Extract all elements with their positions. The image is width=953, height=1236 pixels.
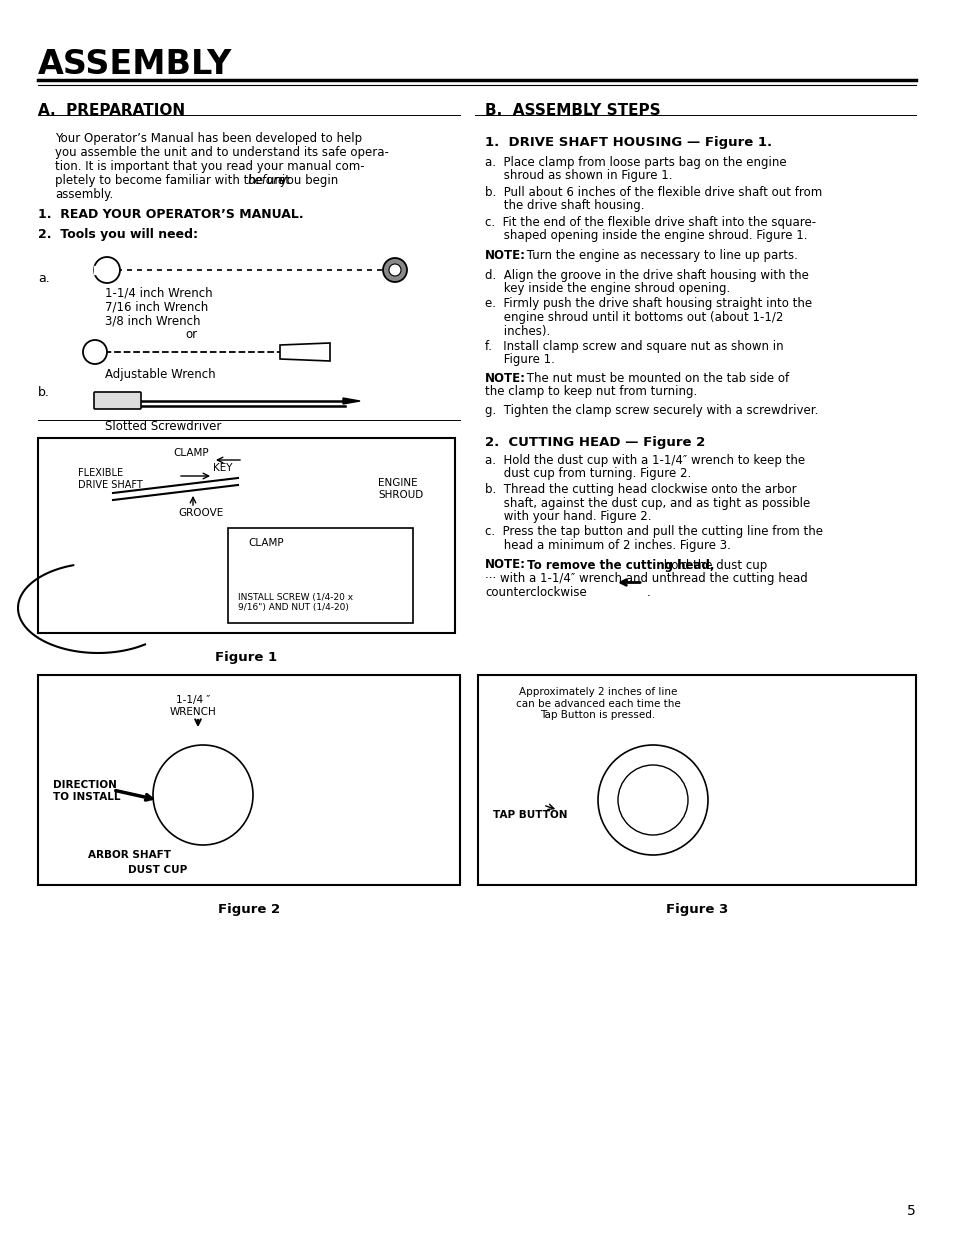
- Text: TAP BUTTON: TAP BUTTON: [493, 810, 567, 819]
- Text: Approximately 2 inches of line
can be advanced each time the
Tap Button is press: Approximately 2 inches of line can be ad…: [515, 687, 679, 721]
- Circle shape: [83, 340, 107, 363]
- Circle shape: [389, 265, 400, 276]
- Text: To remove the cutting head,: To remove the cutting head,: [522, 559, 714, 571]
- Text: Figure 2: Figure 2: [217, 904, 280, 916]
- Text: NOTE:: NOTE:: [484, 248, 525, 262]
- Text: Your Operator’s Manual has been developed to help: Your Operator’s Manual has been develope…: [55, 132, 362, 145]
- Text: assembly.: assembly.: [55, 188, 113, 201]
- Text: or: or: [185, 328, 197, 341]
- Text: ··· with a 1-1/4″ wrench and unthread the cutting head: ··· with a 1-1/4″ wrench and unthread th…: [484, 572, 807, 585]
- Text: A.  PREPARATION: A. PREPARATION: [38, 103, 185, 117]
- Text: NOTE:: NOTE:: [484, 372, 525, 384]
- Text: e.  Firmly push the drive shaft housing straight into the: e. Firmly push the drive shaft housing s…: [484, 298, 811, 310]
- Text: hold the dust cup: hold the dust cup: [659, 559, 766, 571]
- Text: g.  Tighten the clamp screw securely with a screwdriver.: g. Tighten the clamp screw securely with…: [484, 404, 818, 417]
- Text: shaped opening inside the engine shroud. Figure 1.: shaped opening inside the engine shroud.…: [484, 230, 806, 242]
- Text: ASSEMBLY: ASSEMBLY: [38, 48, 233, 82]
- Text: shaft, against the dust cup, and as tight as possible: shaft, against the dust cup, and as tigh…: [484, 497, 809, 509]
- Text: 1.  READ YOUR OPERATOR’S MANUAL.: 1. READ YOUR OPERATOR’S MANUAL.: [38, 208, 303, 221]
- FancyBboxPatch shape: [477, 675, 915, 885]
- Text: 1-1/4 ″
WRENCH: 1-1/4 ″ WRENCH: [170, 695, 216, 717]
- Text: Slotted Screwdriver: Slotted Screwdriver: [105, 420, 221, 433]
- Text: 2.  CUTTING HEAD — Figure 2: 2. CUTTING HEAD — Figure 2: [484, 436, 704, 449]
- Text: 5: 5: [906, 1204, 915, 1217]
- Text: with your hand. Figure 2.: with your hand. Figure 2.: [484, 510, 651, 523]
- Text: before: before: [248, 174, 286, 187]
- Text: Adjustable Wrench: Adjustable Wrench: [105, 368, 215, 381]
- Text: f.   Install clamp screw and square nut as shown in: f. Install clamp screw and square nut as…: [484, 340, 782, 353]
- Text: c.  Fit the end of the flexible drive shaft into the square-: c. Fit the end of the flexible drive sha…: [484, 216, 815, 229]
- Text: tion. It is important that you read your manual com-: tion. It is important that you read your…: [55, 159, 364, 173]
- Text: Figure 3: Figure 3: [665, 904, 727, 916]
- Text: you begin: you begin: [275, 174, 337, 187]
- Text: b.  Thread the cutting head clockwise onto the arbor: b. Thread the cutting head clockwise ont…: [484, 483, 796, 496]
- Text: dust cup from turning. Figure 2.: dust cup from turning. Figure 2.: [484, 467, 691, 481]
- Text: 1-1/4 inch Wrench: 1-1/4 inch Wrench: [105, 286, 213, 299]
- Text: B.  ASSEMBLY STEPS: B. ASSEMBLY STEPS: [484, 103, 659, 117]
- Text: 7/16 inch Wrench: 7/16 inch Wrench: [105, 300, 208, 313]
- Text: counterclockwise: counterclockwise: [484, 586, 586, 598]
- Text: a.  Hold the dust cup with a 1-1/4″ wrench to keep the: a. Hold the dust cup with a 1-1/4″ wrenc…: [484, 454, 804, 467]
- Text: DUST CUP: DUST CUP: [128, 865, 187, 875]
- Text: .: .: [646, 586, 650, 598]
- Text: pletely to become familiar with the unit: pletely to become familiar with the unit: [55, 174, 294, 187]
- Polygon shape: [94, 266, 107, 274]
- Circle shape: [382, 258, 407, 282]
- Text: ENGINE
SHROUD: ENGINE SHROUD: [377, 478, 423, 499]
- Text: d.  Align the groove in the drive shaft housing with the: d. Align the groove in the drive shaft h…: [484, 268, 808, 282]
- Text: the clamp to keep nut from turning.: the clamp to keep nut from turning.: [484, 386, 697, 398]
- FancyBboxPatch shape: [38, 675, 459, 885]
- Text: The nut must be mounted on the tab side of: The nut must be mounted on the tab side …: [522, 372, 788, 384]
- Text: ARBOR SHAFT: ARBOR SHAFT: [88, 850, 171, 860]
- Text: head a minimum of 2 inches. Figure 3.: head a minimum of 2 inches. Figure 3.: [484, 539, 730, 552]
- Text: Figure 1: Figure 1: [215, 651, 277, 664]
- Text: KEY: KEY: [213, 464, 233, 473]
- Circle shape: [94, 257, 120, 283]
- Text: a.  Place clamp from loose parts bag on the engine: a. Place clamp from loose parts bag on t…: [484, 156, 786, 169]
- Text: GROOVE: GROOVE: [178, 508, 223, 518]
- Text: a.: a.: [38, 272, 50, 286]
- Polygon shape: [280, 344, 330, 361]
- Text: the drive shaft housing.: the drive shaft housing.: [484, 199, 644, 213]
- Text: CLAMP: CLAMP: [172, 447, 209, 459]
- Text: CLAMP: CLAMP: [248, 538, 283, 548]
- Text: 2.  Tools you will need:: 2. Tools you will need:: [38, 227, 198, 241]
- FancyBboxPatch shape: [228, 528, 413, 623]
- Text: c.  Press the tap button and pull the cutting line from the: c. Press the tap button and pull the cut…: [484, 525, 822, 539]
- Text: key inside the engine shroud opening.: key inside the engine shroud opening.: [484, 282, 729, 295]
- FancyBboxPatch shape: [94, 392, 141, 409]
- Text: INSTALL SCREW (1/4-20 x
9/16") AND NUT (1/4-20): INSTALL SCREW (1/4-20 x 9/16") AND NUT (…: [237, 593, 353, 612]
- Text: inches).: inches).: [484, 325, 550, 337]
- Text: NOTE:: NOTE:: [484, 559, 525, 571]
- Text: b.: b.: [38, 386, 50, 399]
- Text: you assemble the unit and to understand its safe opera-: you assemble the unit and to understand …: [55, 146, 389, 159]
- Text: 3/8 inch Wrench: 3/8 inch Wrench: [105, 314, 200, 328]
- Text: shroud as shown in Figure 1.: shroud as shown in Figure 1.: [484, 169, 672, 183]
- Text: engine shroud until it bottoms out (about 1-1/2: engine shroud until it bottoms out (abou…: [484, 311, 782, 324]
- Text: FLEXIBLE
DRIVE SHAFT: FLEXIBLE DRIVE SHAFT: [78, 468, 143, 489]
- Text: b.  Pull about 6 inches of the flexible drive shaft out from: b. Pull about 6 inches of the flexible d…: [484, 185, 821, 199]
- Text: 1.  DRIVE SHAFT HOUSING — Figure 1.: 1. DRIVE SHAFT HOUSING — Figure 1.: [484, 136, 771, 150]
- Text: Figure 1.: Figure 1.: [484, 353, 555, 367]
- Text: DIRECTION
TO INSTALL: DIRECTION TO INSTALL: [53, 780, 120, 802]
- Polygon shape: [343, 398, 359, 404]
- Text: Turn the engine as necessary to line up parts.: Turn the engine as necessary to line up …: [522, 248, 797, 262]
- FancyBboxPatch shape: [38, 438, 455, 633]
